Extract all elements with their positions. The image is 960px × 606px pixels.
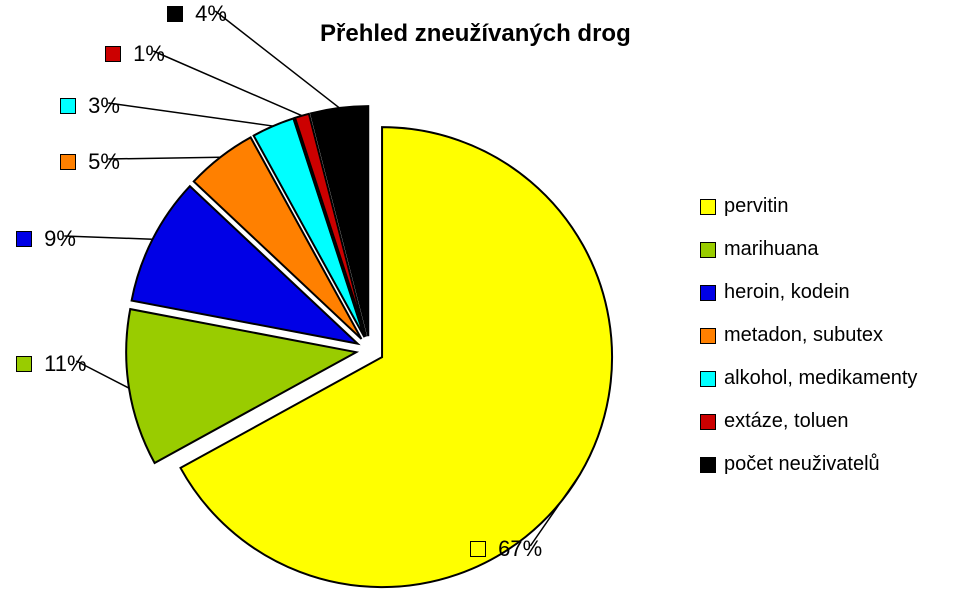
- callout-extaze: 1%: [105, 40, 165, 67]
- swatch-icon: [16, 356, 32, 372]
- chart-container: { "chart": { "type": "pie", "title": "Př…: [0, 0, 960, 606]
- swatch-icon: [700, 457, 716, 473]
- callout-marihuana: 11%: [16, 350, 87, 377]
- legend-item-pervitin: pervitin: [700, 195, 917, 218]
- legend-label: alkohol, medikamenty: [724, 367, 917, 390]
- swatch-icon: [60, 154, 76, 170]
- swatch-icon: [700, 242, 716, 258]
- swatch-icon: [700, 328, 716, 344]
- legend: pervitin marihuana heroin, kodein metado…: [700, 195, 917, 496]
- callout-neuzivatele: 4%: [167, 0, 227, 27]
- swatch-icon: [16, 231, 32, 247]
- swatch-icon: [167, 6, 183, 22]
- legend-label: metadon, subutex: [724, 324, 883, 347]
- callout-text: 9%: [44, 226, 76, 251]
- legend-label: počet neuživatelů: [724, 453, 880, 476]
- leader-line-heroin: [64, 236, 152, 239]
- callout-text: 4%: [195, 1, 227, 26]
- legend-item-marihuana: marihuana: [700, 238, 917, 261]
- legend-item-alkohol: alkohol, medikamenty: [700, 367, 917, 390]
- callout-text: 11%: [44, 351, 86, 376]
- leader-line-alkohol: [108, 103, 273, 126]
- callout-alkohol: 3%: [60, 92, 120, 119]
- legend-item-metadon: metadon, subutex: [700, 324, 917, 347]
- swatch-icon: [105, 46, 121, 62]
- legend-label: heroin, kodein: [724, 281, 850, 304]
- legend-label: extáze, toluen: [724, 410, 849, 433]
- callout-text: 3%: [88, 93, 120, 118]
- swatch-icon: [470, 541, 486, 557]
- callout-heroin: 9%: [16, 225, 76, 252]
- callout-text: 1%: [133, 41, 165, 66]
- swatch-icon: [60, 98, 76, 114]
- callout-text: 5%: [88, 149, 120, 174]
- swatch-icon: [700, 371, 716, 387]
- leader-line-neuzivatele: [215, 11, 339, 108]
- legend-item-heroin: heroin, kodein: [700, 281, 917, 304]
- leader-line-metadon: [108, 157, 220, 159]
- legend-item-extaze: extáze, toluen: [700, 410, 917, 433]
- legend-label: marihuana: [724, 238, 819, 261]
- callout-text: 67%: [498, 536, 542, 561]
- swatch-icon: [700, 285, 716, 301]
- callout-pervitin: 67%: [470, 535, 542, 562]
- legend-item-neuzivatele: počet neuživatelů: [700, 453, 917, 476]
- legend-label: pervitin: [724, 195, 788, 218]
- swatch-icon: [700, 414, 716, 430]
- swatch-icon: [700, 199, 716, 215]
- callout-metadon: 5%: [60, 148, 120, 175]
